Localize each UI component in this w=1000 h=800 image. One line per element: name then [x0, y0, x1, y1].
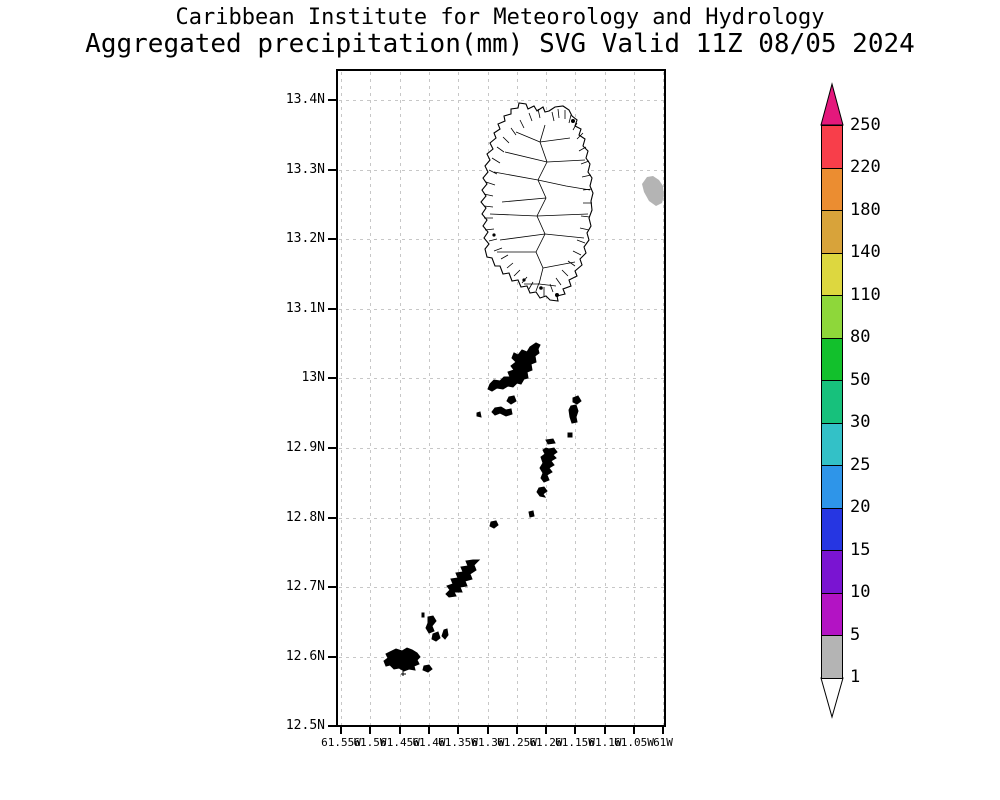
lon-tick [662, 727, 664, 734]
lon-tick [574, 727, 576, 734]
colorbar-segment-30 [822, 423, 842, 467]
lat-label: 13.3N [285, 162, 325, 177]
colorbar-segment-110 [822, 296, 842, 339]
colorbar-label-220: 220 [850, 157, 881, 177]
colorbar-label-20: 20 [850, 497, 871, 517]
gridline-vertical [370, 72, 371, 725]
colorbar-label-140: 140 [850, 242, 881, 262]
lat-label: 12.7N [285, 579, 325, 594]
lon-tick [399, 727, 401, 734]
gridline-vertical [663, 72, 664, 725]
colorbar-label-30: 30 [850, 412, 871, 432]
lat-label: 12.5N [285, 718, 325, 733]
colorbar-label-250: 250 [850, 115, 881, 135]
gridline-horizontal [339, 657, 664, 658]
colorbar-label-25: 25 [850, 455, 871, 475]
colorbar-label-15: 15 [850, 540, 871, 560]
colorbar-segment-25 [822, 466, 842, 509]
lon-label: 61.1W [588, 736, 622, 749]
lat-tick [328, 656, 337, 658]
lon-tick [516, 727, 518, 734]
plot-title: Aggregated precipitation(mm) SVG Valid 1… [85, 29, 915, 59]
lon-tick [487, 727, 489, 734]
colorbar-segment-220 [822, 168, 842, 212]
gridline-horizontal [339, 448, 664, 449]
lat-tick [328, 377, 337, 379]
colorbar-segment-180 [822, 211, 842, 254]
gridline-horizontal [339, 170, 664, 171]
lon-tick [545, 727, 547, 734]
colorbar-label-5: 5 [850, 625, 861, 645]
colorbar-segment-50 [822, 381, 842, 424]
colorbar-segment-5 [822, 636, 842, 678]
lat-label: 12.6N [285, 649, 325, 664]
lon-label: 61.2W [529, 736, 563, 749]
gridline-vertical [517, 72, 518, 725]
colorbar-label-50: 50 [850, 370, 871, 390]
lat-label: 13.4N [285, 92, 325, 107]
colorbar-label-110: 110 [850, 285, 881, 305]
lon-tick [340, 727, 342, 734]
lat-label: 13.2N [285, 231, 325, 246]
colorbar-segment-250 [822, 126, 842, 169]
institute-title: Caribbean Institute for Meteorology and … [175, 5, 825, 30]
gridline-vertical [546, 72, 547, 725]
gridline-vertical [400, 72, 401, 725]
lat-tick [328, 447, 337, 449]
lat-label: 12.9N [285, 440, 325, 455]
lon-tick [633, 727, 635, 734]
gridline-vertical [429, 72, 430, 725]
lon-label: 61.4W [412, 736, 446, 749]
lon-label: 61.45W [380, 736, 420, 749]
gridline-horizontal [339, 309, 664, 310]
colorbar-segment-10 [822, 593, 842, 637]
gridline-vertical [488, 72, 489, 725]
gridline-vertical [341, 72, 342, 725]
lon-label: 61.35W [438, 736, 478, 749]
lon-tick [369, 727, 371, 734]
lon-tick [428, 727, 430, 734]
lat-tick [328, 99, 337, 101]
colorbar-segment-80 [822, 338, 842, 382]
gridline-vertical [458, 72, 459, 725]
lat-tick [328, 725, 337, 727]
lat-label: 13.1N [285, 301, 325, 316]
gridline-vertical [605, 72, 606, 725]
lat-tick [328, 238, 337, 240]
lat-tick [328, 169, 337, 171]
lon-label: 61.05W [614, 736, 654, 749]
gridline-horizontal [339, 587, 664, 588]
lon-label: 61.3W [471, 736, 505, 749]
colorbar-segment-140 [822, 253, 842, 297]
colorbar-label-180: 180 [850, 200, 881, 220]
gridline-vertical [634, 72, 635, 725]
lon-tick [604, 727, 606, 734]
gridline-horizontal [339, 378, 664, 379]
colorbar-segment-15 [822, 551, 842, 594]
colorbar-label-80: 80 [850, 327, 871, 347]
lat-tick [328, 586, 337, 588]
lat-label: 13N [301, 370, 325, 385]
gridline-horizontal [339, 100, 664, 101]
colorbar [821, 125, 843, 679]
lon-label: 61.25W [497, 736, 537, 749]
lon-label: 61.15W [555, 736, 595, 749]
lat-tick [328, 308, 337, 310]
lon-tick [457, 727, 459, 734]
colorbar-label-10: 10 [850, 582, 871, 602]
colorbar-segment-20 [822, 508, 842, 552]
lon-label: 61.55W [321, 736, 361, 749]
lat-label: 12.8N [285, 510, 325, 525]
lon-label: 61W [653, 736, 673, 749]
lat-tick [328, 517, 337, 519]
lon-label: 61.5W [353, 736, 387, 749]
colorbar-label-1: 1 [850, 667, 861, 687]
gridline-horizontal [339, 518, 664, 519]
gridline-horizontal [339, 239, 664, 240]
